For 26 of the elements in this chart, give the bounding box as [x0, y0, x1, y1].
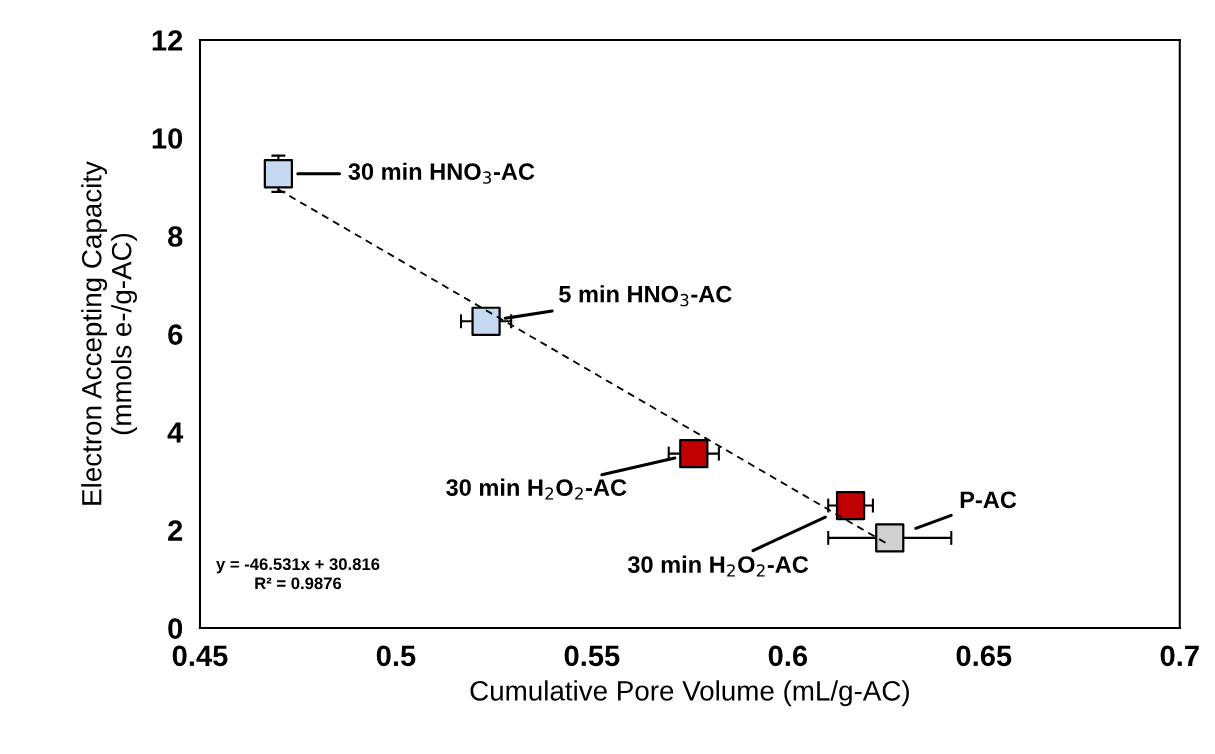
point — [875, 523, 905, 553]
legend-label: 30 min H$_{2}$O$_{2}$-AC — [446, 478, 627, 500]
y-tick-label: 6 — [168, 324, 183, 345]
x-tick-label: 0.65 — [956, 645, 1012, 667]
y-tick-label: 10 — [152, 128, 183, 149]
point — [835, 490, 866, 521]
point — [679, 438, 709, 469]
x-tick-label: 0.7 — [1160, 645, 1199, 667]
point — [263, 159, 294, 189]
y-tick-label: 0 — [168, 618, 183, 639]
text: P-AC — [960, 491, 1017, 509]
y-tick-label: 4 — [167, 422, 184, 443]
legend-label: 30 min H$_{2}$O$_{2}$-AC — [627, 555, 809, 577]
y-tick-label: 8 — [168, 226, 183, 247]
x-tick-label: 0.5 — [376, 645, 416, 667]
x-axis-title: Cumulative Pore Volume (mL/g-AC) — [470, 680, 909, 707]
x-tick-label: 0.45 — [172, 645, 228, 667]
x-tick-label: 0.6 — [768, 645, 808, 667]
annotation: y = -46.531x + 30.816 R² = 0.9876 — [216, 558, 380, 590]
text: 5 min HNO$_{3}$-AC — [559, 285, 732, 307]
x-tick-label: 0.55 — [564, 645, 620, 667]
point — [471, 306, 501, 336]
y-tick-label: 12 — [152, 30, 183, 51]
y-tick-label: 2 — [168, 520, 183, 541]
text: 30 min HNO$_{3}$-AC — [348, 162, 535, 184]
y-axis-title: Electron Accepting Capacity (mmols e-/g-AC) — [81, 161, 137, 505]
